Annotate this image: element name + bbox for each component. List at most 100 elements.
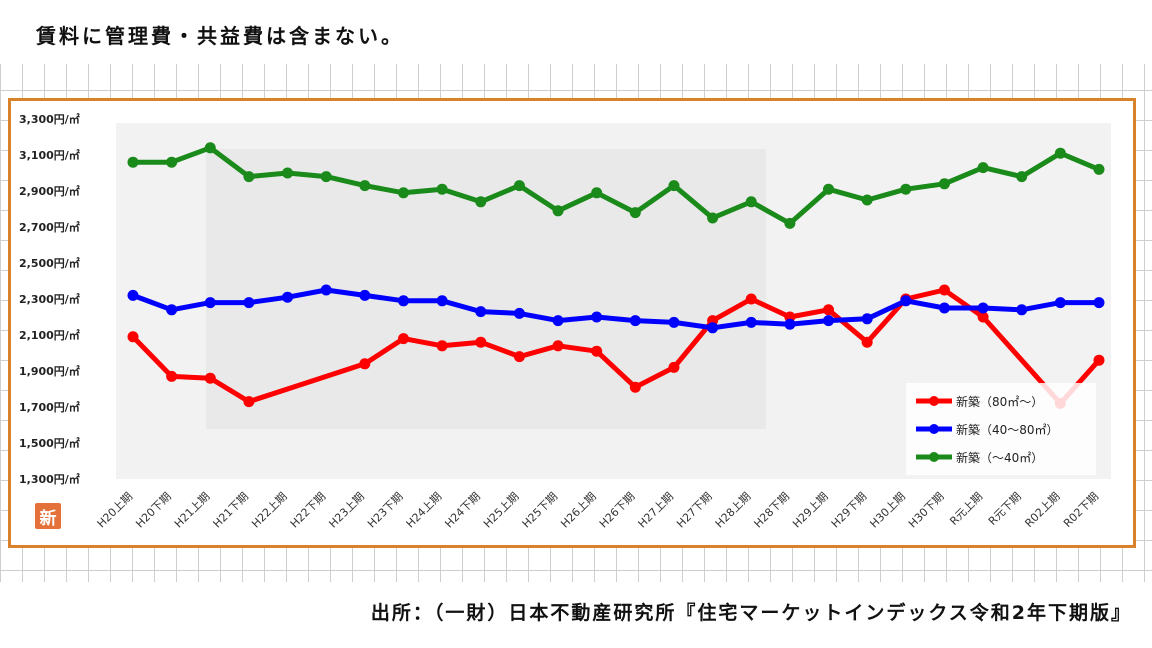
data-point	[861, 313, 873, 325]
data-point	[707, 322, 719, 334]
footer-band	[0, 582, 1152, 648]
x-tick-label: H28下期	[751, 490, 792, 531]
data-point	[359, 289, 371, 301]
data-point	[552, 315, 564, 327]
data-point	[1093, 354, 1105, 366]
new-build-badge: 新	[35, 503, 61, 529]
data-point	[938, 302, 950, 314]
data-point	[861, 336, 873, 348]
y-tick-label: 1,300円/㎡	[19, 472, 80, 486]
data-point	[513, 180, 525, 192]
data-point	[282, 291, 294, 303]
y-tick-label: 2,700円/㎡	[19, 220, 80, 234]
data-point	[668, 180, 680, 192]
data-point	[397, 187, 409, 199]
data-point	[977, 311, 989, 323]
data-point	[977, 162, 989, 174]
rent-note: 賃料に管理費・共益費は含まない。	[36, 24, 404, 48]
data-point	[591, 345, 603, 357]
x-tick-label: H23上期	[326, 490, 367, 531]
data-point	[823, 183, 835, 195]
data-point	[591, 311, 603, 323]
data-point	[591, 187, 603, 199]
y-tick-label: 2,500円/㎡	[19, 256, 80, 270]
data-point	[127, 289, 139, 301]
y-tick-label: 2,100円/㎡	[19, 328, 80, 342]
y-tick-label: 3,100円/㎡	[19, 148, 80, 162]
data-point	[629, 381, 641, 393]
x-tick-label: H30下期	[906, 490, 947, 531]
data-point	[745, 316, 757, 328]
legend-marker	[929, 396, 939, 406]
y-tick-label: 1,500円/㎡	[19, 436, 80, 450]
x-tick-label: H29下期	[829, 490, 870, 531]
data-point	[552, 205, 564, 217]
data-point	[938, 178, 950, 190]
x-tick-label: H24下期	[442, 490, 483, 531]
data-point	[166, 370, 178, 382]
x-tick-label: H27下期	[674, 490, 715, 531]
x-tick-label: R02上期	[1022, 490, 1062, 530]
x-tick-label: H30上期	[867, 490, 908, 531]
legend-label: 新築（40～80㎡）	[956, 422, 1059, 437]
data-point	[784, 217, 796, 229]
x-tick-label: R元下期	[986, 490, 1024, 528]
x-tick-label: H21上期	[172, 490, 213, 531]
x-tick-label: H20下期	[133, 490, 174, 531]
data-point	[359, 180, 371, 192]
x-tick-label: H29上期	[790, 490, 831, 531]
data-point	[475, 306, 487, 318]
data-point	[784, 318, 796, 330]
legend-marker	[929, 424, 939, 434]
x-tick-label: H28上期	[713, 490, 754, 531]
y-tick-label: 2,900円/㎡	[19, 184, 80, 198]
rent-line-chart: 3,300円/㎡ 3,100円/㎡ 2,900円/㎡ 2,700円/㎡ 2,500円/㎡…	[19, 112, 1111, 531]
data-point	[745, 196, 757, 208]
data-point	[1016, 304, 1028, 316]
data-point	[166, 304, 178, 316]
data-point	[204, 142, 216, 154]
data-point	[166, 156, 178, 168]
y-tick-label: 3,300円/㎡	[19, 112, 80, 126]
data-point	[320, 284, 332, 296]
data-point	[823, 315, 835, 327]
data-point	[243, 396, 255, 408]
x-tick-label: H23下期	[365, 490, 406, 531]
data-point	[436, 295, 448, 307]
source-citation: 出所：（一財）日本不動産研究所『住宅マーケットインデックス令和2年下期版』	[370, 602, 1132, 624]
x-tick-label: H20上期	[95, 490, 136, 531]
data-point	[475, 196, 487, 208]
legend-label: 新築（～40㎡）	[956, 450, 1043, 465]
data-point	[938, 284, 950, 296]
data-point	[204, 297, 216, 309]
legend-marker	[929, 452, 939, 462]
y-tick-label: 1,700円/㎡	[19, 400, 80, 414]
y-tick-label: 1,900円/㎡	[19, 364, 80, 378]
data-point	[629, 207, 641, 219]
chart-frame: 3,300円/㎡ 3,100円/㎡ 2,900円/㎡ 2,700円/㎡ 2,500円/㎡…	[8, 98, 1136, 548]
series-line-2	[132, 287, 1099, 331]
x-tick-label: H21下期	[211, 490, 252, 531]
data-point	[552, 340, 564, 352]
data-point	[900, 295, 912, 307]
data-point	[436, 340, 448, 352]
data-point	[359, 358, 371, 370]
data-point	[1054, 147, 1066, 159]
x-tick-label: H26下期	[597, 490, 638, 531]
x-tick-label: R元上期	[947, 490, 985, 528]
data-point	[127, 331, 139, 343]
x-tick-label: H24上期	[404, 490, 445, 531]
header-band	[0, 0, 1152, 64]
x-tick-label: H25下期	[520, 490, 561, 531]
data-point	[823, 304, 835, 316]
data-point	[629, 315, 641, 327]
background-building-shape	[206, 149, 766, 429]
y-tick-label: 2,300円/㎡	[19, 292, 80, 306]
legend-label: 新築（80㎡～）	[956, 394, 1043, 409]
x-tick-label: R02下期	[1061, 490, 1101, 530]
x-tick-label: H26上期	[558, 490, 599, 531]
data-point	[204, 372, 216, 384]
x-tick-label: H22下期	[288, 490, 329, 531]
data-point	[475, 336, 487, 348]
data-point	[1054, 297, 1066, 309]
